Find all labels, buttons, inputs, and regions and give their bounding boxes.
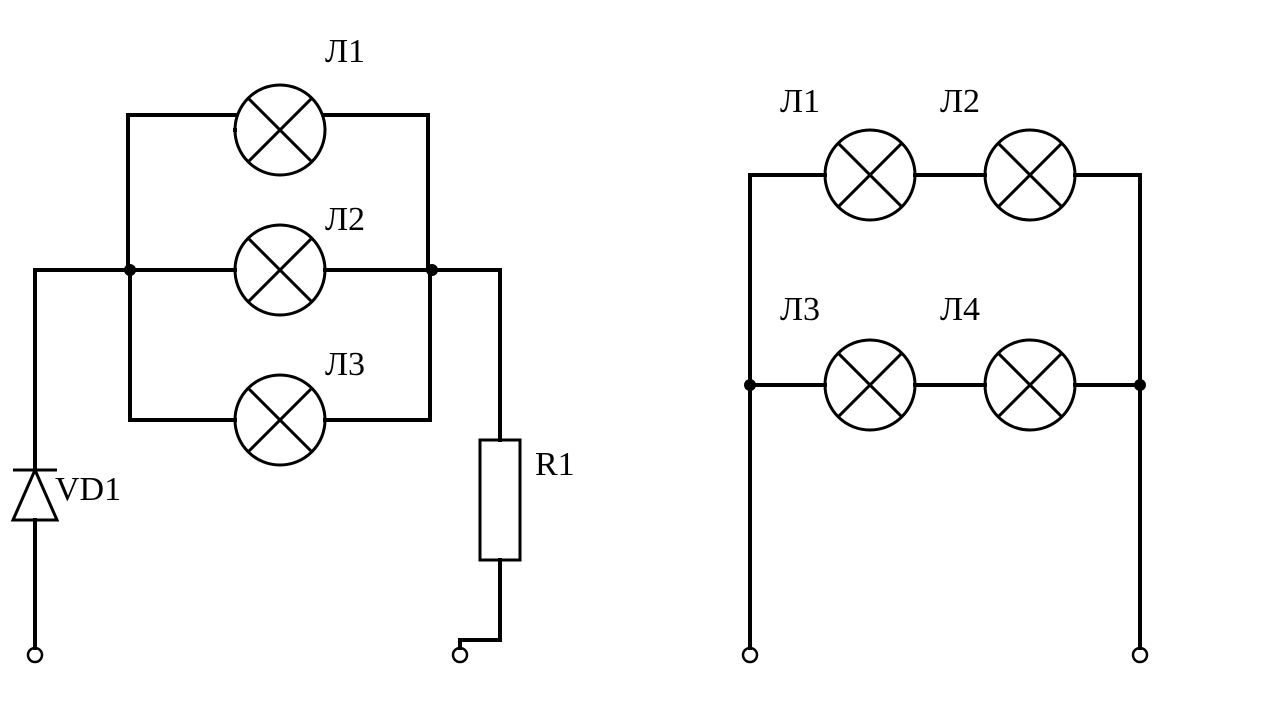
lamp2-label: Л2 [325, 201, 365, 238]
right-lamp4-label: Л4 [940, 291, 980, 328]
right-lamp1-label: Л1 [780, 83, 820, 120]
lamp-symbol [235, 85, 325, 175]
lamp-symbol [825, 340, 915, 430]
lamp-symbol [235, 225, 325, 315]
diode-triangle [13, 470, 57, 520]
terminal [743, 648, 757, 662]
node-dot [426, 264, 438, 276]
lamp3-label: Л3 [325, 346, 365, 383]
right-lamp3-label: Л3 [780, 291, 820, 328]
lamp-symbol [985, 130, 1075, 220]
resistor-label: R1 [535, 446, 575, 483]
diode-label: VD1 [55, 471, 121, 508]
terminal [1133, 648, 1147, 662]
right-lamp2-label: Л2 [940, 83, 980, 120]
lamp-symbol [985, 340, 1075, 430]
circuit-schematic: Л1 Л2 Л3 VD1 R1 Л1 Л2 Л3 Л4 [0, 0, 1280, 720]
resistor [480, 440, 520, 560]
lamp-symbol [825, 130, 915, 220]
lamp-symbol [235, 375, 325, 465]
node-dot [744, 379, 756, 391]
node-dot [124, 264, 136, 276]
node-dot [1134, 379, 1146, 391]
terminal [453, 648, 467, 662]
terminal [28, 648, 42, 662]
lamp1-label: Л1 [325, 33, 365, 70]
